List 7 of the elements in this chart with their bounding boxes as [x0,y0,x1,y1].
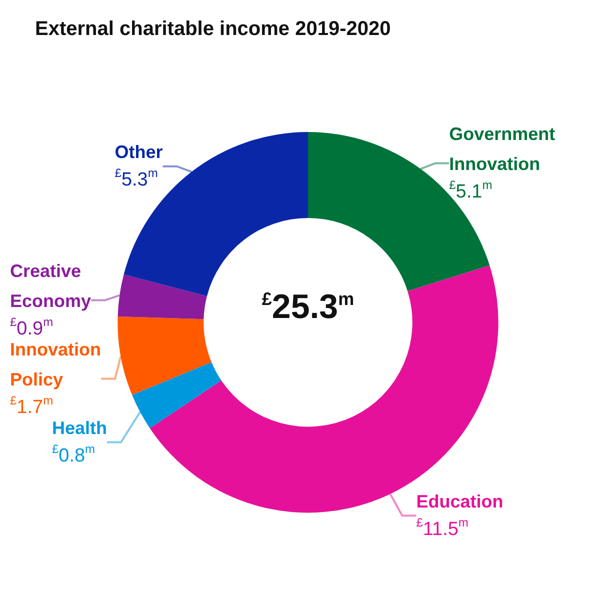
slice-label: Health [52,418,107,438]
slice-label: Other [114,142,163,162]
slice-label: Education [416,491,504,512]
slice-label: Innovation Policy [10,339,101,390]
chart-title: External charitable income 2019-2020 [35,18,391,40]
slice-label: Creative Economy [10,260,92,311]
slice-label: Government Innovation [449,124,556,174]
